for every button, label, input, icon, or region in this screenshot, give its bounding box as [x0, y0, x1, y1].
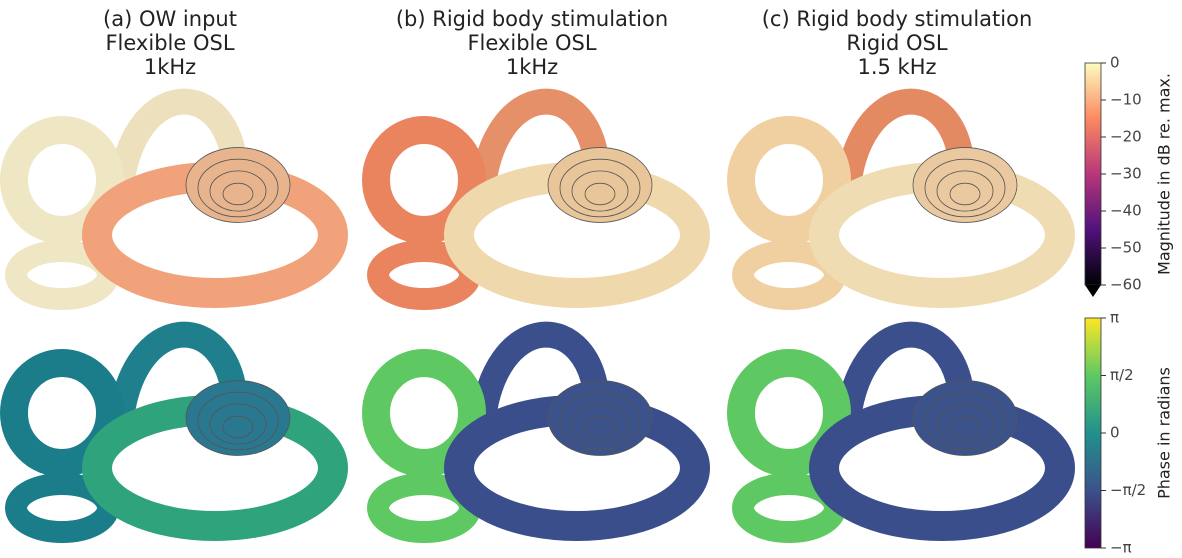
spiral	[585, 183, 615, 205]
spiral	[950, 183, 980, 205]
colorbar-tick-label: π/2	[1110, 366, 1134, 384]
colorbar-tick-label: −50	[1110, 239, 1142, 257]
colorbar-tick-label: π	[1110, 309, 1119, 327]
colorbar-tick-label: −60	[1110, 276, 1142, 294]
colorbar-tick-label: −30	[1110, 165, 1142, 183]
rendering	[741, 335, 1060, 532]
rendering	[14, 102, 333, 299]
panel-title: 1kHz	[144, 55, 196, 79]
panel-title: Flexible OSL	[467, 31, 596, 55]
rendering	[376, 335, 695, 532]
rendering	[14, 335, 333, 532]
colorbar-tick-label: −10	[1110, 91, 1142, 109]
rendering	[376, 102, 695, 299]
colorbar-tick-label: −20	[1110, 128, 1142, 146]
panel-title: (b) Rigid body stimulation	[396, 7, 668, 31]
colorbar-tick-label: −π	[1110, 539, 1132, 557]
rendering	[741, 102, 1060, 299]
colorbar-tick-label: −40	[1110, 202, 1142, 220]
panel-title: (a) OW input	[103, 7, 237, 31]
spiral	[950, 416, 980, 438]
spiral	[585, 416, 615, 438]
colorbar-label: Phase in radians	[1155, 367, 1174, 499]
spiral	[223, 416, 253, 438]
colorbar	[1085, 63, 1101, 285]
panel-title: (c) Rigid body stimulation	[762, 7, 1033, 31]
colorbar-tick-label: 0	[1110, 54, 1120, 72]
panel-title: 1kHz	[506, 55, 558, 79]
spiral	[223, 183, 253, 205]
colorbar-extend	[1085, 285, 1101, 297]
figure: (a) OW inputFlexible OSL1kHz(b) Rigid bo…	[0, 0, 1182, 558]
colorbar-label: Magnitude in dB re. max.	[1155, 73, 1174, 275]
colorbar-tick-label: 0	[1110, 424, 1120, 442]
panel-title: Rigid OSL	[846, 31, 947, 55]
panel-title: Flexible OSL	[105, 31, 234, 55]
colorbar	[1085, 318, 1101, 548]
panel-title: 1.5 kHz	[857, 55, 936, 79]
colorbar-tick-label: −π/2	[1110, 481, 1146, 499]
